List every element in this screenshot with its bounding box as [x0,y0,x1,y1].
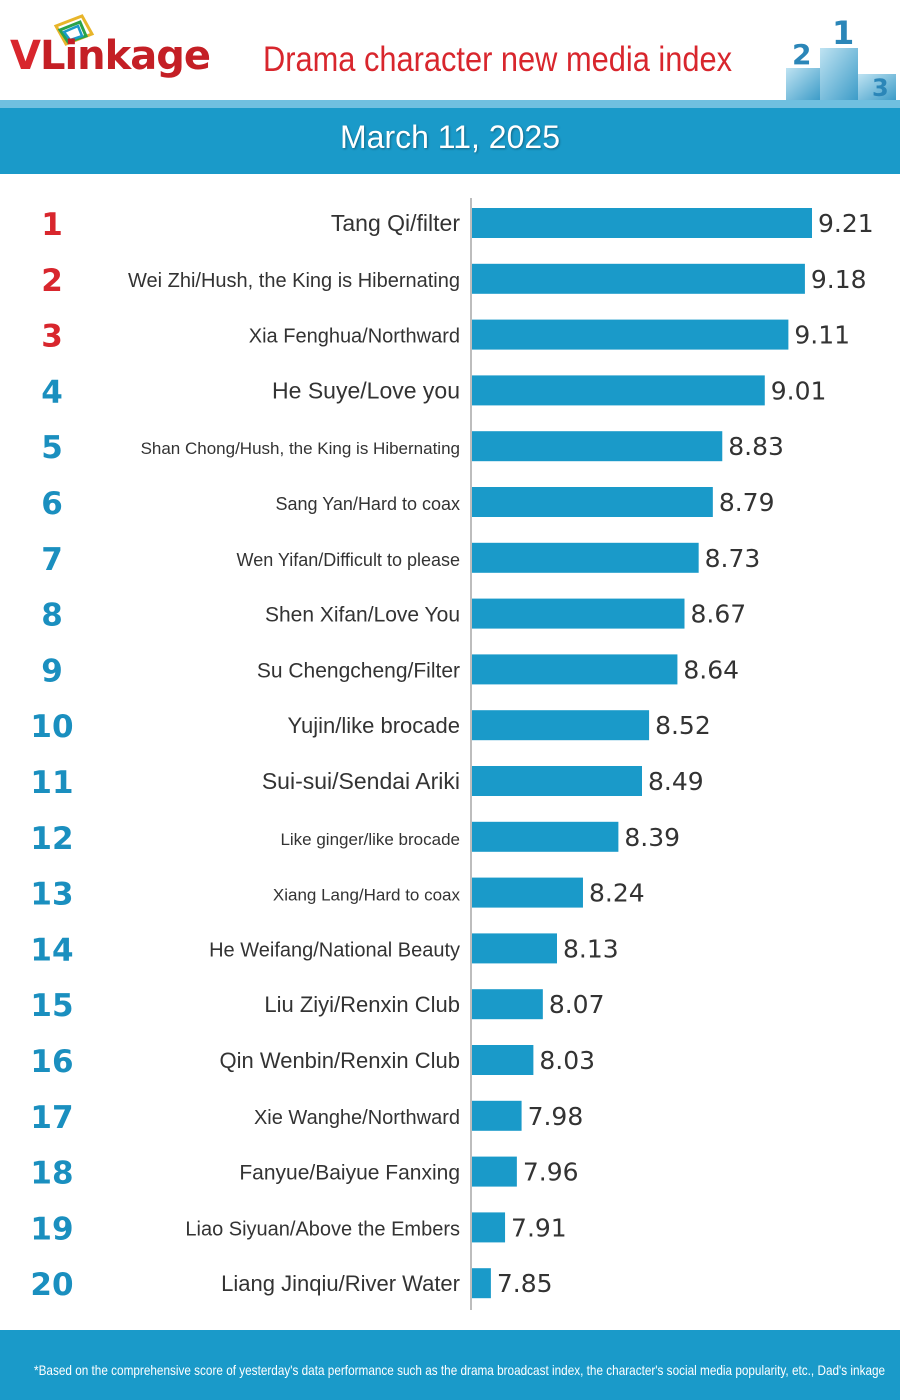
value-label: 8.83 [728,432,784,461]
value-label: 9.11 [794,321,850,350]
bar [472,1156,517,1187]
bar [472,487,713,517]
category-label: Xie Wanghe/Northward [254,1107,460,1129]
value-label: 7.91 [511,1213,567,1242]
rank-number: 2 [41,263,63,299]
rank-number: 15 [30,988,73,1024]
value-label: 8.79 [719,488,775,517]
value-label: 7.98 [528,1102,584,1131]
bar [472,542,699,573]
bar [472,1100,522,1131]
rank-number: 5 [41,430,63,466]
rank-number: 12 [30,821,73,857]
bar [472,1045,534,1075]
category-label: Fanyue/Baiyue Fanxing [239,1162,460,1185]
category-label: Liang Jinqiu/River Water [221,1271,460,1296]
category-label: Qin Wenbin/Renxin Club [220,1048,461,1073]
category-label: Like ginger/like brocade [280,830,460,849]
value-label: 8.03 [539,1046,595,1075]
category-label: He Suye/Love you [272,377,460,403]
date-label: March 11, 2025 [340,119,560,155]
bar [472,598,685,629]
value-label: 8.67 [691,600,747,629]
svg-text:3: 3 [872,74,889,100]
bar [472,766,642,796]
bar [472,1268,491,1299]
rank-number: 10 [30,709,73,745]
bar [472,710,650,741]
logo-text-first: V [10,33,41,79]
category-label: Liao Siyuan/Above the Embers [185,1218,460,1240]
category-label: Xiang Lang/Hard to coax [273,886,461,905]
rank-number: 7 [41,542,63,578]
category-label: Wen Yifan/Difficult to please [237,550,460,570]
bar [472,319,789,350]
category-label: Sui-sui/Sendai Ariki [262,768,460,794]
category-label: Liu Ziyi/Renxin Club [264,992,460,1017]
value-label: 8.07 [549,990,605,1019]
podium-icon: 2 1 3 [786,14,896,100]
date-band [0,100,900,174]
value-label: 8.13 [563,934,619,963]
rank-number: 1 [41,207,63,243]
value-label: 8.49 [648,767,704,796]
bar [472,1212,506,1243]
rank-number: 11 [30,765,73,801]
rank-number: 8 [41,598,63,634]
bar [472,263,805,294]
page-title: Drama character new media index [263,40,733,79]
category-label: Xia Fenghua/Northward [249,326,460,348]
rank-number: 16 [30,1044,73,1080]
bar [472,877,583,908]
rank-number: 14 [30,932,73,968]
category-label: Shen Xifan/Love You [265,604,460,627]
bar [472,933,557,964]
category-label: Shan Chong/Hush, the King is Hibernating [141,439,460,458]
rank-number: 6 [41,486,63,522]
value-label: 8.73 [705,544,761,573]
category-label: Sang Yan/Hard to coax [276,494,460,514]
rank-number: 20 [30,1267,73,1303]
category-label: Yujin/like brocade [288,713,460,738]
value-label: 8.39 [624,823,680,852]
footer-band [0,1330,900,1400]
value-label: 9.18 [811,265,867,294]
rank-number: 18 [30,1156,73,1192]
category-label: Su Chengcheng/Filter [257,659,460,682]
logo-icon [53,14,95,46]
svg-text:2: 2 [792,38,811,71]
logo-text-rest: Linkage [39,33,211,79]
header: VLinkage Drama character new media index… [0,0,900,100]
bar [472,375,765,406]
value-label: 7.96 [523,1158,579,1187]
value-label: 8.24 [589,879,645,908]
bar [472,654,678,685]
value-label: 8.64 [683,655,739,684]
value-label: 7.85 [497,1269,553,1298]
category-label: Tang Qi/filter [331,210,460,236]
rank-number: 19 [30,1211,73,1247]
bar [472,989,543,1020]
value-label: 8.52 [655,711,711,740]
rank-number: 17 [30,1100,73,1136]
bar [472,431,723,462]
category-label: He Weifang/National Beauty [209,939,460,961]
rank-number: 13 [30,877,73,913]
rank-number: 4 [41,374,63,410]
bar-chart: 1 Tang Qi/filter 9.21 2 Wei Zhi/Hush, the Ki… [30,198,874,1310]
bar [472,208,812,238]
footnote: *Based on the comprehensive score of yes… [34,1362,886,1378]
value-label: 9.01 [771,376,827,405]
category-label: Wei Zhi/Hush, the King is Hibernating [128,270,460,292]
value-label: 9.21 [818,209,874,238]
bar [472,821,619,852]
svg-text:1: 1 [832,14,854,52]
rank-number: 3 [41,319,63,355]
brand-logo: VLinkage [10,33,211,79]
rank-number: 9 [41,653,63,689]
